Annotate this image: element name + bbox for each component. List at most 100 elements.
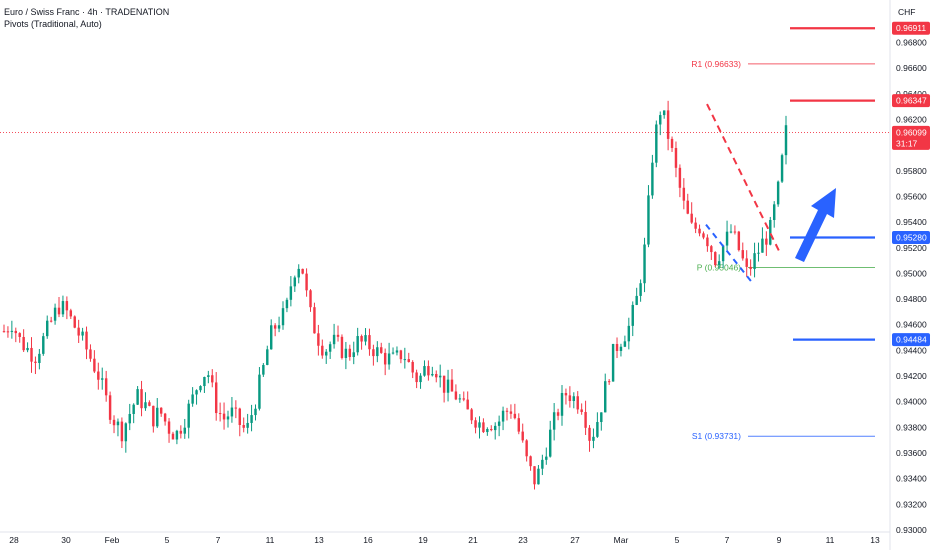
candle [171,431,175,440]
candle [659,111,662,136]
candle [486,427,489,436]
candle-body [533,466,536,485]
candle-body [438,375,442,378]
candle-body [745,258,748,267]
candle [470,407,473,425]
candle [14,327,18,343]
candle [521,423,524,443]
candle [651,154,654,199]
candle-body [387,353,391,365]
candle [545,447,548,465]
candle-body [61,301,65,315]
candle [250,404,253,432]
candle-body [784,125,788,156]
candle-body [124,423,128,442]
candle [737,230,741,252]
candle [435,370,438,383]
candle [356,327,359,356]
candle [478,416,481,439]
candle [301,268,304,275]
candle-body [415,372,418,383]
candle [753,242,756,278]
candle-body [486,428,489,433]
candle [26,342,29,353]
candle [427,360,430,381]
candle [46,315,49,339]
candle-body [407,359,410,362]
candle-body [749,266,752,270]
candle [529,455,532,471]
candle-body [772,204,776,220]
candle-body [328,344,332,352]
candle-body [655,124,658,163]
candle-body [344,348,348,358]
candle [403,347,407,369]
price-tick-label: 0.95800 [896,166,927,176]
candle [584,400,587,436]
candle-body [262,364,265,375]
candle [780,153,784,184]
candle [136,386,139,405]
candle [309,289,312,312]
candle-body [545,456,548,460]
candle [89,344,92,362]
bullish-arrow-icon [795,188,836,262]
candle [152,405,155,433]
indicator-label[interactable]: Pivots (Traditional, Auto) [4,19,102,29]
candle [493,422,497,440]
candle-body [647,195,650,245]
candle [552,403,556,441]
candle [454,384,458,401]
candle [65,296,69,320]
candle [533,466,536,490]
time-tick-label: 11 [826,535,835,545]
candle-body [549,429,552,457]
candle-body [348,348,352,357]
candle [607,379,611,385]
candle-body [596,422,599,437]
candle [10,320,14,339]
candle [305,268,308,297]
candle [73,315,76,329]
candle [482,418,485,433]
price-tick-label: 0.93600 [896,448,927,458]
candle-body [49,320,53,322]
time-tick-label: 27 [570,535,580,545]
candle [741,242,744,261]
candle-body [717,261,721,266]
pivot-label: R1 (0.96633) [691,59,741,69]
candle-body [482,422,485,433]
candle [34,356,37,375]
candle-body [277,325,281,329]
candle-body [266,349,269,365]
time-tick-label: 13 [870,535,880,545]
candle-body [360,336,363,342]
candle-body [623,341,627,347]
candle-body [340,336,344,358]
candle [266,345,269,366]
candle-body [462,398,465,400]
candle [513,403,517,420]
candle-body [383,352,387,365]
candle-body [69,310,73,317]
candle [187,399,190,439]
candle-body [725,231,729,246]
candle [191,387,194,407]
candle-body [670,138,674,148]
candle [368,328,371,356]
candle-body [246,422,249,428]
candle [556,408,560,421]
candle-body [289,286,293,300]
candle [325,349,328,364]
candle [670,136,674,152]
candle [246,413,249,434]
price-badge-label: 0.96911 [896,23,926,33]
candle-body [765,238,768,245]
candle-body [521,431,524,441]
candle-body [372,349,375,357]
candle-body [584,412,587,428]
candle [273,323,277,337]
candle-body [183,427,186,434]
candle-body [203,376,206,387]
